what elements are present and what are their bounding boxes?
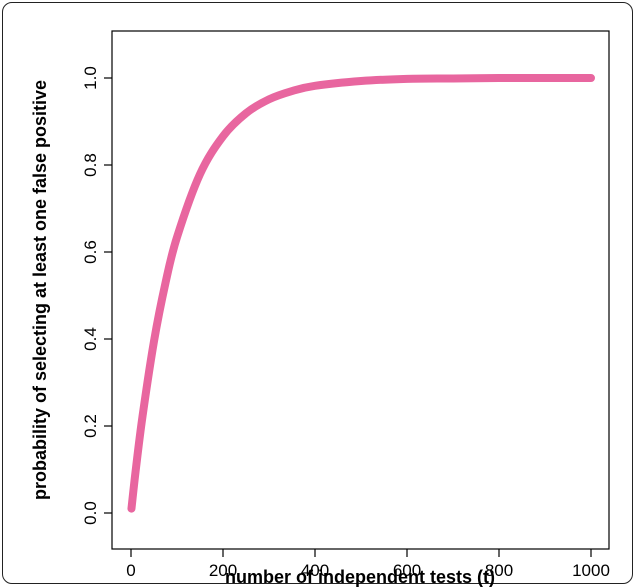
- plot-box: [111, 30, 610, 550]
- y-tick-label: 0.6: [81, 240, 100, 264]
- series-line: [127, 73, 595, 513]
- x-tick-label: 400: [301, 561, 329, 580]
- x-axis-title: number of independent tests (t): [225, 567, 495, 587]
- x-tick-label: 0: [126, 561, 135, 580]
- x-tick-label: 600: [393, 561, 421, 580]
- x-tick-label: 200: [209, 561, 237, 580]
- y-tick-label: 0.2: [81, 414, 100, 438]
- y-tick-label: 0.0: [81, 501, 100, 525]
- y-axis-title: probability of selecting at least one fa…: [30, 80, 50, 500]
- y-axis: 0.0 0.2 0.4 0.6 0.8 1.0: [81, 66, 112, 525]
- x-tick-label: 800: [485, 561, 513, 580]
- y-tick-label: 0.8: [81, 153, 100, 177]
- y-tick-label: 1.0: [81, 66, 100, 90]
- x-tick-label: 1000: [572, 561, 610, 580]
- y-tick-label: 0.4: [81, 327, 100, 351]
- x-axis: 0 200 400 600 800 1000: [126, 549, 610, 580]
